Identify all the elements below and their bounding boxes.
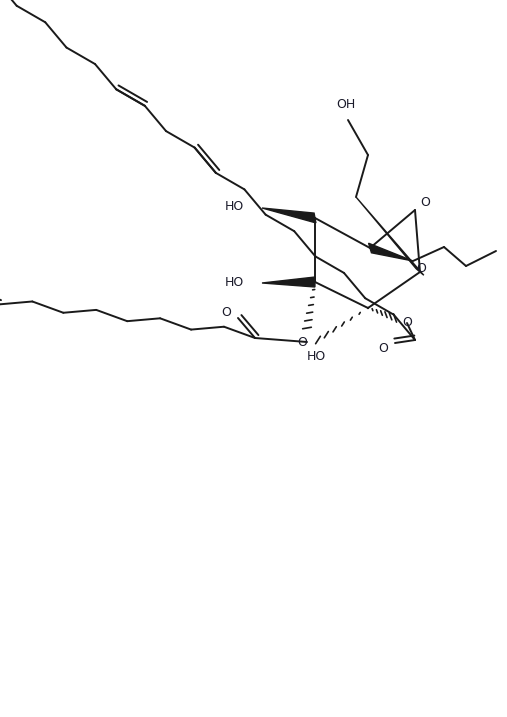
Text: O: O xyxy=(221,306,231,320)
Polygon shape xyxy=(369,243,413,261)
Polygon shape xyxy=(262,208,316,223)
Polygon shape xyxy=(356,197,424,275)
Text: OH: OH xyxy=(336,98,355,110)
Text: O: O xyxy=(420,196,430,209)
Text: HO: HO xyxy=(225,199,244,212)
Text: O: O xyxy=(416,262,426,275)
Text: HO: HO xyxy=(225,277,244,290)
Polygon shape xyxy=(262,277,315,287)
Text: O: O xyxy=(297,336,307,348)
Text: HO: HO xyxy=(306,349,325,363)
Text: O: O xyxy=(402,316,412,330)
Text: O: O xyxy=(378,341,388,354)
